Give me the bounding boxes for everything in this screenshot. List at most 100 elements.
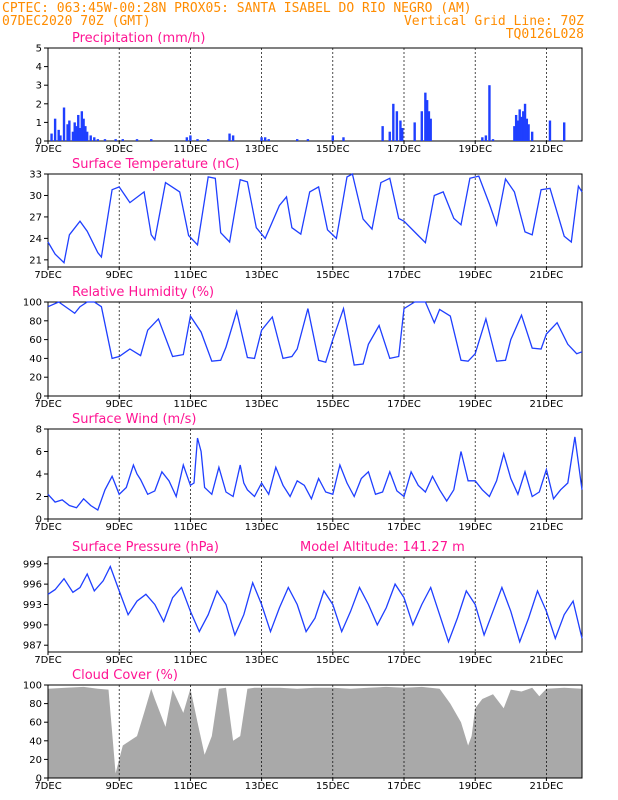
panel-precip-bar: [342, 137, 345, 141]
panel-precip-bar: [68, 120, 71, 141]
panel-precip-bar: [82, 118, 85, 141]
panel-precip-bar: [427, 111, 431, 141]
panel-wind-ytick-label: 2: [36, 492, 42, 503]
panel-pressure-line: [47, 564, 583, 644]
panel-cloud-ytick-label: 80: [29, 699, 42, 710]
panel-precip-ytick-label: 0: [36, 137, 42, 148]
panel-precip-xtick-label: 19DEC: [458, 144, 492, 155]
panel-wind-frame: [47, 428, 583, 520]
panel-precip-bar: [401, 127, 404, 141]
panel-temp-ytick-label: 30: [29, 191, 42, 202]
header-station: CPTEC: 063:45W-00:28N PROX05: SANTA ISAB…: [2, 1, 472, 16]
panel-pressure-xtick-label: 11DEC: [174, 655, 208, 666]
panel-pressure-ytick-label: 993: [23, 600, 42, 611]
panel-rh-ytick-label: 100: [23, 298, 42, 309]
panel-cloud-xtick-label: 13DEC: [245, 781, 279, 792]
panel-cloud-title: Cloud Cover (%): [72, 668, 178, 683]
panel-precip-bar: [78, 127, 82, 141]
panel-wind-ytick-label: 0: [36, 515, 42, 526]
panel-rh-xtick-label: 19DEC: [458, 399, 492, 410]
panel-precip-bar: [89, 135, 92, 141]
panel-precip-bar: [413, 122, 416, 141]
panel-cloud-ytick-label: 0: [36, 774, 42, 785]
panel-precip-bar: [114, 139, 117, 141]
header-run-date: 07DEC2020 70Z (GMT): [2, 14, 151, 29]
panel-wind-xtick-label: 9DEC: [106, 522, 133, 533]
panel-temp-xtick-label: 17DEC: [387, 270, 421, 281]
panel-rh-title: Relative Humidity (%): [72, 285, 214, 300]
panel-wind-line: [47, 436, 583, 511]
panel-temp-xtick-label: 9DEC: [106, 270, 133, 281]
panel-cloud-xtick-label: 19DEC: [458, 781, 492, 792]
panel-pressure-xtick-label: 17DEC: [387, 655, 421, 666]
panel-cloud-ytick-label: 40: [29, 736, 42, 747]
panel-precip-ytick-label: 4: [36, 62, 42, 73]
panel-rh-xtick-label: 13DEC: [245, 399, 279, 410]
panel-temp-line: [47, 173, 583, 265]
panel-precip-ytick-label: 1: [36, 118, 42, 129]
panel-rh-ytick-label: 0: [36, 392, 42, 403]
panel-temp-title: Surface Temperature (nC): [72, 157, 240, 172]
panel-precip-bar: [57, 129, 60, 141]
panel-precip-bar: [530, 131, 534, 141]
panel-precip-xtick-label: 13DEC: [245, 144, 279, 155]
panel-precip-bar: [66, 124, 69, 141]
panel-temp-xtick-label: 21DEC: [530, 270, 564, 281]
panel-cloud-ytick-label: 60: [29, 718, 42, 729]
panel-wind-ytick-label: 4: [36, 470, 42, 481]
panel-precip-bar: [263, 137, 267, 141]
panel-wind-ytick-label: 6: [36, 447, 42, 458]
panel-precip-bar: [150, 139, 153, 141]
panel-rh-ytick-label: 80: [29, 316, 42, 327]
panel-precip-frame: [47, 47, 583, 142]
panel-precip-bar: [481, 137, 484, 141]
panel-temp-ytick-label: 21: [29, 255, 42, 266]
panel-cloud-xtick-label: 11DEC: [174, 781, 208, 792]
panel-temp-xtick-label: 11DEC: [174, 270, 208, 281]
panel-precip-bar: [527, 124, 530, 141]
panel-precip-bar: [388, 131, 391, 141]
panel-rh-ytick-label: 20: [29, 373, 42, 384]
panel-cloud-frame: [47, 684, 583, 779]
panel-precip-bar: [518, 109, 521, 141]
panel-cloud-xtick-label: 9DEC: [106, 781, 133, 792]
panel-temp-xtick-label: 19DEC: [458, 270, 492, 281]
panel-precip-bar: [189, 135, 192, 141]
panel-cloud-area: [48, 686, 582, 778]
panel-temp-frame: [47, 173, 583, 268]
panel-precip-bar: [50, 133, 53, 141]
panel-pressure-xtick-label: 19DEC: [458, 655, 492, 666]
panel-pressure-xtick-label: 15DEC: [316, 655, 350, 666]
panel-temp-xtick-label: 7DEC: [34, 270, 61, 281]
header-model-id: TQ0126L028: [506, 27, 584, 42]
panel-precip-bar: [260, 137, 263, 141]
panel-wind-xtick-label: 21DEC: [530, 522, 564, 533]
panel-cloud-xtick-label: 21DEC: [530, 781, 564, 792]
panel-precip-bar: [306, 139, 310, 141]
panel-pressure-xtick-label: 9DEC: [106, 655, 133, 666]
panel-precip-xtick-label: 15DEC: [316, 144, 350, 155]
panel-precip-bar: [77, 114, 80, 141]
panel-precip-bar: [429, 118, 432, 141]
panel-temp-ytick-label: 27: [29, 212, 42, 223]
panel-precip-bar: [231, 135, 235, 141]
panel-precip-bar: [185, 137, 189, 141]
panel-precip-bar: [514, 114, 518, 141]
panel-pressure-xtick-label: 21DEC: [530, 655, 564, 666]
panel-rh-xtick-label: 17DEC: [387, 399, 421, 410]
panel-precip-bar: [425, 100, 429, 141]
panel-cloud-ytick-label: 20: [29, 755, 42, 766]
panel-wind-xtick-label: 17DEC: [387, 522, 421, 533]
panel-temp-ytick-label: 33: [29, 170, 42, 181]
panel-rh-ytick-label: 60: [29, 335, 42, 346]
panel-cloud-ytick-label: 100: [23, 681, 42, 692]
panel-rh-line: [47, 301, 583, 366]
panel-precip-bar: [523, 103, 527, 141]
panel-wind-title: Surface Wind (m/s): [72, 412, 196, 427]
panel-precip-bar: [59, 135, 62, 141]
panel-precip-xtick-label: 11DEC: [174, 144, 208, 155]
panel-precip-bar: [196, 139, 199, 141]
panel-precip-bar: [85, 131, 89, 141]
panel-pressure-title: Surface Pressure (hPa): [72, 540, 219, 555]
